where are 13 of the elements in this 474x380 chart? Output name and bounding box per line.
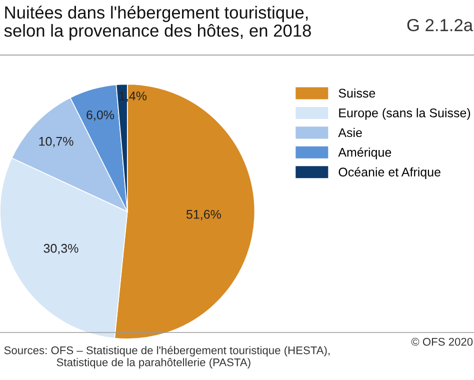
legend-label: Asie	[338, 128, 362, 138]
chart-title: Nuitées dans l'hébergement touristique, selon la provenance des hôtes, en 2018	[4, 6, 311, 40]
data-label: 10,7%	[39, 136, 74, 148]
text: G 2.1.2a	[407, 18, 474, 32]
data-label: 51,6%	[186, 210, 221, 220]
legend-label: Europe (sans la Suisse)	[339, 108, 470, 120]
source-note: Sources: OFS – Statistique de l'hébergement touristique (HESTA), Statistique de la parahôtellerie (PASTA)	[4, 346, 330, 368]
legend-label: Amérique	[338, 147, 392, 160]
legend-label: Océanie et Afrique	[338, 167, 440, 179]
legend-label: Suisse	[338, 88, 376, 98]
text: © OFS 2020	[411, 338, 473, 346]
data-label: 30,3%	[44, 244, 78, 254]
data-label: 6,0%	[86, 110, 114, 121]
